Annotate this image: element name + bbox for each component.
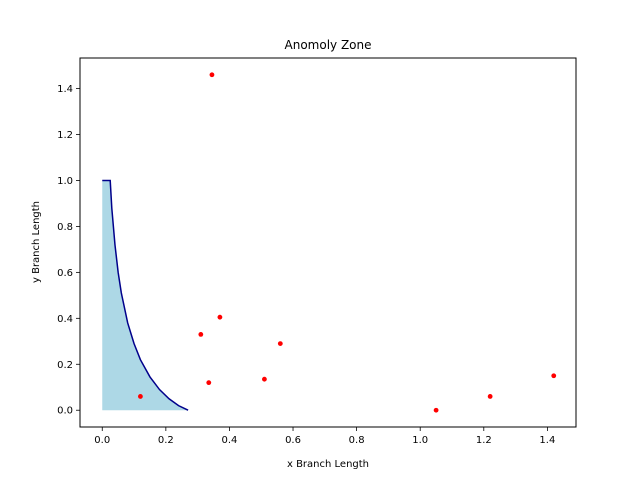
x-tick-label: 0.0 [94, 435, 110, 446]
x-tick-label: 0.8 [349, 435, 365, 446]
y-tick-label: 0.4 [57, 314, 73, 325]
chart-title: Anomoly Zone [285, 38, 372, 52]
y-tick-label: 0.6 [57, 268, 73, 279]
y-tick-label: 1.0 [57, 176, 73, 187]
y-axis-ticks: 0.0 0.2 0.4 0.6 0.8 1.0 1.2 1.4 [57, 84, 80, 417]
x-axis-ticks: 0.0 0.2 0.4 0.6 0.8 1.0 1.2 1.4 [94, 427, 555, 446]
x-tick-label: 0.2 [158, 435, 174, 446]
plot-frame [79, 57, 577, 428]
data-point [551, 373, 557, 379]
x-tick-label: 1.0 [412, 435, 428, 446]
data-points [138, 72, 557, 413]
x-tick-label: 1.2 [476, 435, 492, 446]
data-point [262, 376, 267, 382]
data-point [487, 394, 493, 399]
data-point [198, 332, 204, 337]
zone-boundary-line [102, 179, 189, 411]
x-tick-label: 0.6 [285, 435, 301, 446]
y-tick-label: 1.2 [57, 130, 73, 141]
x-axis-label: x Branch Length [287, 459, 369, 470]
data-point [277, 341, 283, 346]
data-point [433, 407, 439, 413]
anomaly-zone [102, 179, 189, 411]
y-tick-label: 1.4 [57, 84, 73, 95]
zone-fill [102, 180, 189, 411]
data-point [209, 72, 215, 78]
x-tick-label: 1.4 [539, 435, 555, 446]
data-point [217, 314, 223, 320]
y-tick-label: 0.8 [57, 222, 73, 233]
data-point [138, 394, 143, 399]
y-tick-label: 0.2 [57, 360, 73, 371]
x-tick-label: 0.4 [221, 435, 237, 446]
data-point [206, 380, 212, 386]
y-axis-label: y Branch Length [31, 201, 42, 283]
y-tick-label: 0.0 [57, 406, 73, 417]
